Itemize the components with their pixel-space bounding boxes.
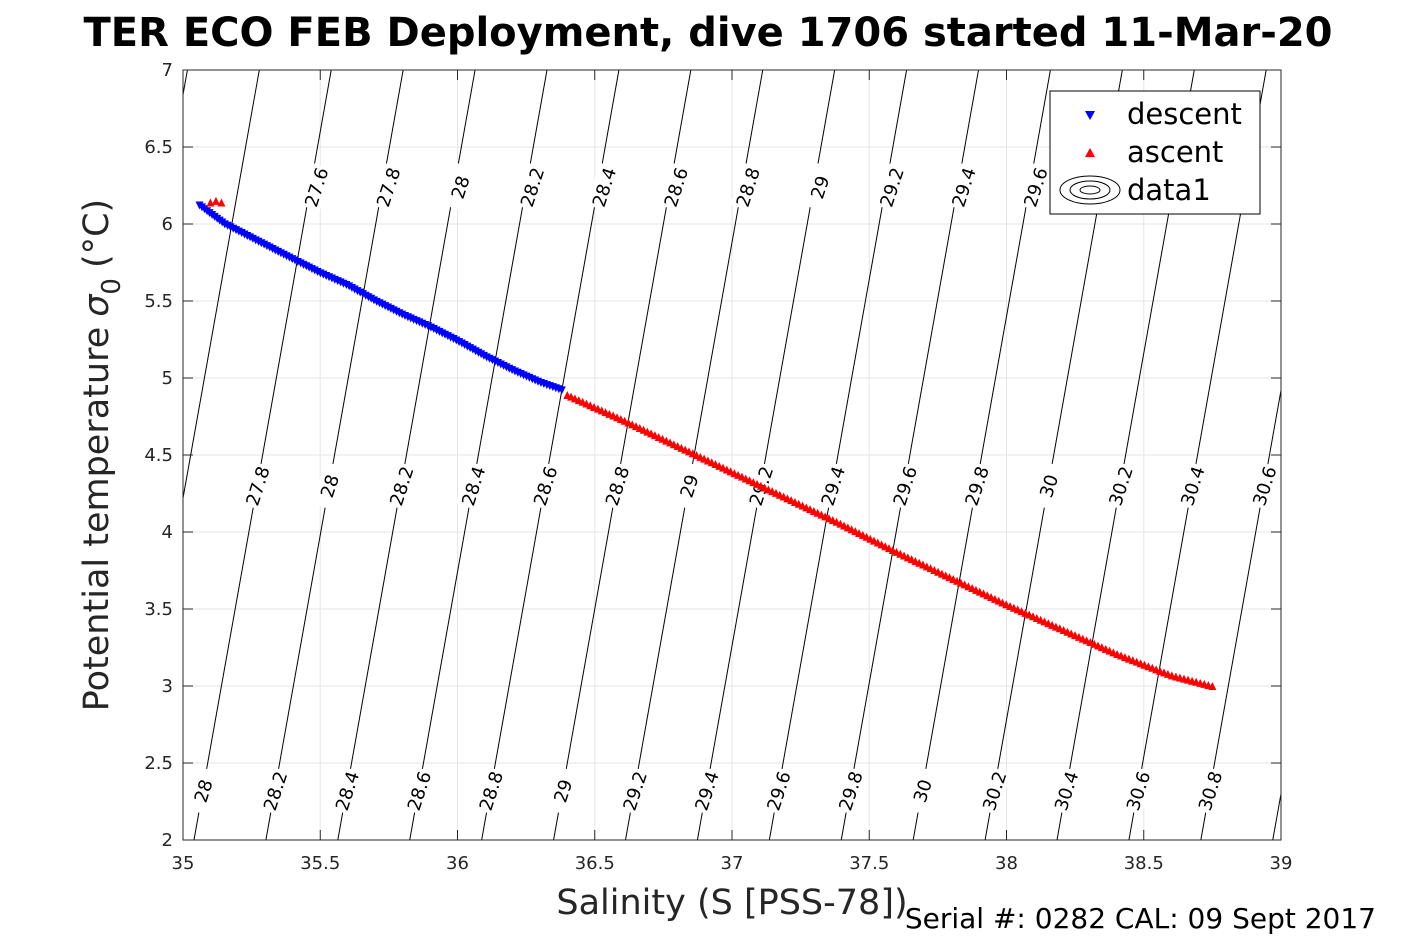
contour-label-bg	[1246, 461, 1282, 511]
axes-box	[182, 69, 1282, 841]
contour-label-bg	[1030, 461, 1066, 511]
y-tick-label: 5	[162, 368, 173, 389]
contour-label-bg	[873, 162, 909, 212]
ascent-series	[206, 196, 1217, 690]
contour-label-group: 28.4	[586, 162, 621, 212]
contour-label-bg	[1192, 766, 1227, 816]
contour-label-bg	[760, 766, 796, 816]
contour-label-bg	[383, 461, 419, 511]
grid	[182, 69, 1282, 841]
contour-label-bg	[730, 162, 765, 212]
y-axis-label: Potential temperature σ0 (°C)	[77, 199, 127, 711]
contour-label-bg	[455, 461, 491, 511]
footer-serial-cal: Serial #: 0282 CAL: 09 Sept 2017	[905, 902, 1376, 935]
y-tick-label: 5.5	[144, 291, 173, 312]
contour-label-bg	[311, 461, 347, 511]
contour-label-bg	[1120, 766, 1155, 816]
legend-ascent-label: ascent	[1127, 135, 1223, 169]
contour-label-group: 30	[904, 766, 940, 816]
legend-contour-marker	[1059, 175, 1121, 205]
contour-label-bg	[586, 162, 621, 212]
x-tick-label: 35	[172, 853, 195, 874]
contour-label-bg	[442, 162, 477, 212]
y-axis-label-text: Potential temperature	[77, 327, 117, 711]
contour-label-bg	[802, 162, 837, 212]
contour-label-bg	[904, 766, 940, 816]
contour-label-bg	[1017, 162, 1053, 212]
y-tick-label: 3	[162, 676, 173, 697]
y-tick-label: 4	[162, 522, 173, 543]
contour-label-bg	[1174, 461, 1210, 511]
contour-label-bg	[545, 766, 580, 816]
y-tick-labels: 2 2.5 3 3.5 4 4.5 5 5.5 6 6.5 7	[144, 60, 173, 851]
contour-label-bg	[599, 461, 634, 511]
y-axis-label-unit: (°C)	[77, 199, 117, 268]
contour-label-bg	[527, 461, 563, 511]
ascent-point	[217, 198, 226, 207]
y-tick-label: 3.5	[144, 599, 173, 620]
x-tick-label: 35.5	[300, 853, 340, 874]
x-tick-label: 38	[995, 853, 1018, 874]
contour-label-bg	[1102, 461, 1138, 511]
contour-label-bg	[688, 766, 724, 816]
legend-data1-label: data1	[1127, 173, 1211, 207]
y-axis-label-subscript: 0	[97, 278, 127, 295]
y-tick-label: 2.5	[144, 753, 173, 774]
contour-label-bg	[401, 766, 436, 816]
contour-label-bg	[815, 461, 850, 511]
x-tick-label: 37	[721, 853, 744, 874]
contour-label-bg	[887, 461, 922, 511]
contour-label-bg	[832, 766, 868, 816]
y-tick-label: 6	[162, 214, 173, 235]
contour-label-bg	[959, 461, 994, 511]
x-tick-label: 36	[446, 853, 469, 874]
contour-label-group: 29	[802, 162, 837, 212]
y-tick-label: 6.5	[144, 137, 173, 158]
contour-label-group: 27.8	[239, 461, 275, 511]
x-axis-label: Salinity (S [PSS-78])	[556, 883, 907, 923]
legend-descent-marker	[1085, 111, 1095, 120]
contour-label-bg	[945, 162, 981, 212]
y-tick-label: 7	[162, 60, 173, 81]
contour-label-group: 30	[1030, 461, 1066, 511]
y-axis-label-group: Potential temperature σ0 (°C)	[77, 199, 127, 711]
contour-label-bg	[298, 162, 334, 212]
contour-label-bg	[976, 766, 1012, 816]
x-tick-label: 36.5	[575, 853, 615, 874]
contour-label-bg	[329, 766, 364, 816]
contour-label-bg	[473, 766, 508, 816]
contour-label-bg	[370, 162, 406, 212]
descent-point	[557, 386, 566, 395]
y-axis-label-symbol: σ	[77, 293, 117, 317]
legend: descent ascent data1	[1049, 90, 1261, 215]
contour-label-bg	[239, 461, 275, 511]
contour-label-bg	[671, 461, 706, 511]
x-tick-label: 39	[1270, 853, 1293, 874]
contour-label-group: 28	[311, 461, 347, 511]
legend-descent-label: descent	[1127, 97, 1242, 131]
x-tick-label: 38.5	[1124, 853, 1164, 874]
contour-label-bg	[1048, 766, 1084, 816]
contour-label-bg	[185, 766, 221, 816]
y-tick-label: 4.5	[144, 445, 173, 466]
contour-label-bg	[617, 766, 652, 816]
contour-label-bg	[514, 162, 549, 212]
axes	[182, 69, 1282, 841]
x-tick-label: 37.5	[849, 853, 889, 874]
x-tick-labels: 35 35.5 36 36.5 37 37.5 38 38.5 39	[172, 853, 1293, 874]
descent-series	[195, 201, 566, 395]
y-tick-label: 2	[162, 830, 173, 851]
chart-title: TER ECO FEB Deployment, dive 1706 starte…	[83, 10, 1332, 56]
contour-label-bg	[658, 162, 693, 212]
ascent-point	[211, 196, 220, 205]
legend-ascent-marker	[1085, 148, 1095, 157]
isopycnal-line	[1200, 387, 1281, 840]
contour-label-bg	[257, 766, 292, 816]
ascent-point	[1208, 682, 1217, 690]
